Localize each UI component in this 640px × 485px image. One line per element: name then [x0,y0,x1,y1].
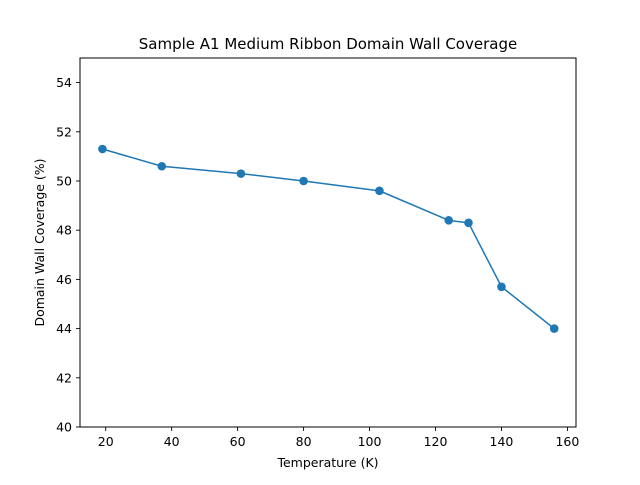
data-point [299,176,308,186]
series-layer [98,144,559,333]
x-tick-label: 40 [164,434,180,449]
x-tick-label: 80 [296,434,312,449]
y-tick-label: 46 [56,272,72,287]
plot-area [80,58,576,427]
y-tick-label: 50 [56,174,72,189]
x-tick-label: 60 [230,434,246,449]
data-point [464,218,473,228]
x-tick-label: 100 [358,434,382,449]
y-tick-label: 44 [56,321,72,336]
data-point [444,216,454,225]
x-axis-ticks: 20 40 60 80 100 120 140 160 [98,427,579,449]
y-tick-label: 52 [56,124,72,139]
y-axis-label: Domain Wall Coverage (%) [32,158,47,326]
x-axis-label: Temperature (K) [276,455,378,470]
data-point [375,186,384,196]
data-point [497,282,506,292]
data-point [157,161,167,171]
x-tick-label: 20 [98,434,114,449]
data-point [236,169,246,178]
x-tick-label: 140 [490,434,514,449]
data-point [549,324,559,333]
data-point [98,144,107,154]
y-tick-label: 54 [56,75,72,90]
plot-frame [79,57,577,428]
y-axis-ticks: 40 42 44 46 48 50 52 54 [56,75,80,435]
y-tick-label: 40 [56,420,72,435]
chart-title: Sample A1 Medium Ribbon Domain Wall Cove… [139,35,517,53]
y-tick-label: 48 [56,223,72,238]
x-tick-label: 120 [424,434,448,449]
y-tick-label: 42 [56,370,72,385]
x-tick-label: 160 [555,434,579,449]
